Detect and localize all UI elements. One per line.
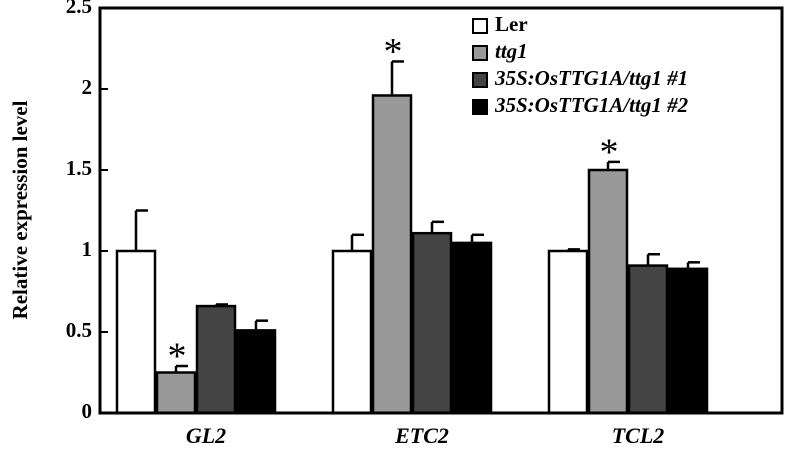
bar (195, 304, 237, 415)
significance-mark: * (600, 132, 619, 174)
y-tick-label: 2 (82, 75, 93, 99)
x-tick-label: TCL2 (612, 423, 665, 448)
bar (115, 249, 157, 415)
y-tick-label: 0.5 (66, 318, 92, 342)
legend-swatch (472, 45, 488, 61)
x-tick-label: ETC2 (394, 423, 449, 448)
y-tick-label: 1 (82, 237, 93, 261)
bar (667, 267, 709, 415)
bar (331, 249, 373, 415)
bar (371, 94, 413, 415)
y-tick-label: 1.5 (66, 156, 92, 180)
bar (411, 231, 453, 415)
plot-frame (98, 6, 784, 415)
legend-label: 35S:OsTTG1A/ttg1 #2 (494, 93, 689, 117)
bar (587, 168, 629, 415)
y-tick-label: 0 (82, 399, 93, 423)
y-tick-label: 2.5 (66, 0, 92, 18)
legend-swatch (472, 18, 488, 34)
legend-label: Ler (495, 12, 528, 36)
y-axis-label: Relative expression level (8, 100, 32, 319)
bar (627, 264, 669, 415)
legend-label: ttg1 (495, 39, 528, 63)
legend-label: 35S:OsTTG1A/ttg1 #1 (494, 66, 688, 90)
bar (235, 329, 277, 415)
bar (451, 241, 493, 415)
bar (155, 371, 197, 415)
x-tick-label: GL2 (186, 423, 226, 448)
bar (547, 249, 589, 415)
significance-mark: * (168, 336, 187, 378)
significance-mark: * (384, 31, 403, 73)
legend-swatch (472, 99, 488, 115)
legend-swatch (472, 72, 488, 88)
